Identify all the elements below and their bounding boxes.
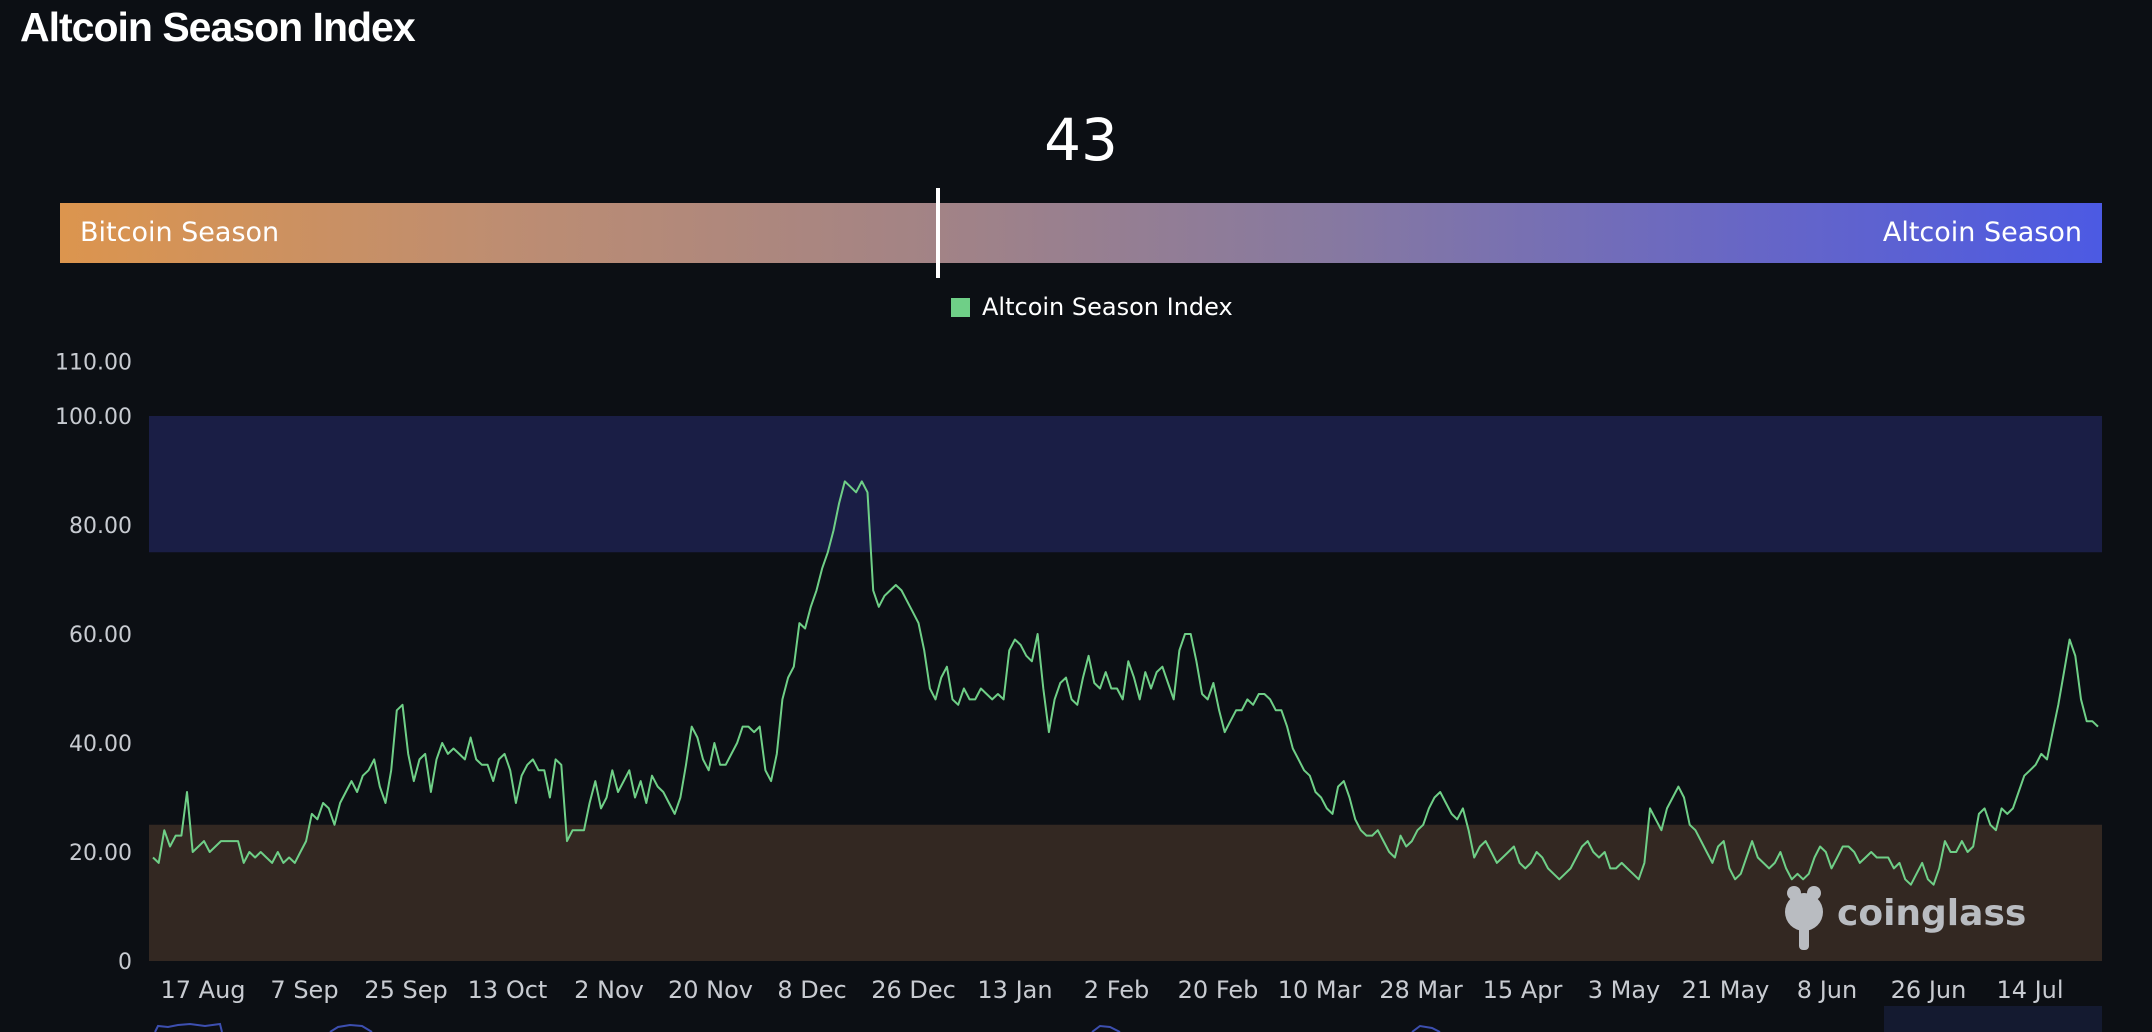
y-tick-label: 110.00 <box>55 351 132 376</box>
gauge-marker <box>936 188 941 278</box>
x-tick-label: 14 Jul <box>1996 976 2063 1004</box>
navigator-series-line <box>329 1023 373 1032</box>
x-tick-label: 8 Dec <box>777 976 846 1004</box>
watermark-logo-ear-icon <box>1787 886 1801 900</box>
x-tick-label: 3 May <box>1588 976 1661 1004</box>
x-tick-label: 20 Feb <box>1178 976 1259 1004</box>
x-tick-label: 7 Sep <box>270 976 338 1004</box>
x-tick-label: 17 Aug <box>160 976 245 1004</box>
x-tick-label: 2 Nov <box>574 976 644 1004</box>
legend[interactable]: Altcoin Season Index <box>951 290 1233 324</box>
x-tick-label: 20 Nov <box>668 976 753 1004</box>
navigator-window <box>1884 1006 2102 1032</box>
x-tick-label: 8 Jun <box>1797 976 1857 1004</box>
x-tick-label: 21 May <box>1682 976 1770 1004</box>
altcoin-season-zone-band <box>149 416 2102 553</box>
watermark-logo-stem-icon <box>1799 924 1809 950</box>
y-tick-label: 40.00 <box>69 732 132 757</box>
legend-swatch <box>951 297 970 317</box>
series-line-altcoin-season-index <box>152 480 2099 886</box>
x-tick-label: 10 Mar <box>1278 976 1362 1004</box>
y-tick-label: 100.00 <box>55 405 132 430</box>
x-tick-label: 13 Oct <box>468 976 548 1004</box>
navigator-series-line <box>154 1022 223 1032</box>
x-tick-label: 28 Mar <box>1379 976 1463 1004</box>
navigator-series-line <box>1411 1024 1441 1032</box>
altcoin-season-label: Altcoin Season <box>1882 217 2082 248</box>
y-tick-label: 60.00 <box>69 623 132 648</box>
navigator-series-line <box>1091 1024 1121 1032</box>
current-index-value: 43 <box>1044 106 1118 174</box>
x-tick-label: 26 Jun <box>1891 976 1967 1004</box>
x-tick-label: 25 Sep <box>364 976 447 1004</box>
watermark-logo-icon <box>1785 893 1823 931</box>
watermark-logo-ear-icon <box>1807 886 1821 900</box>
x-tick-label: 26 Dec <box>871 976 956 1004</box>
legend-label: Altcoin Season Index <box>982 293 1233 321</box>
x-tick-label: 2 Feb <box>1084 976 1149 1004</box>
page-title: Altcoin Season Index <box>20 4 416 50</box>
coinglass-watermark: coinglass <box>1785 886 2026 950</box>
y-tick-label: 0 <box>118 950 132 975</box>
bitcoin-season-label: Bitcoin Season <box>80 217 280 248</box>
watermark-text: coinglass <box>1837 893 2026 934</box>
x-tick-label: 13 Jan <box>977 976 1052 1004</box>
y-tick-label: 80.00 <box>69 514 132 539</box>
bitcoin-season-zone-band <box>149 824 2102 961</box>
y-tick-label: 20.00 <box>69 841 132 866</box>
x-tick-label: 15 Apr <box>1483 976 1563 1004</box>
season-gauge-bar: Bitcoin Season Altcoin Season <box>60 203 2102 263</box>
